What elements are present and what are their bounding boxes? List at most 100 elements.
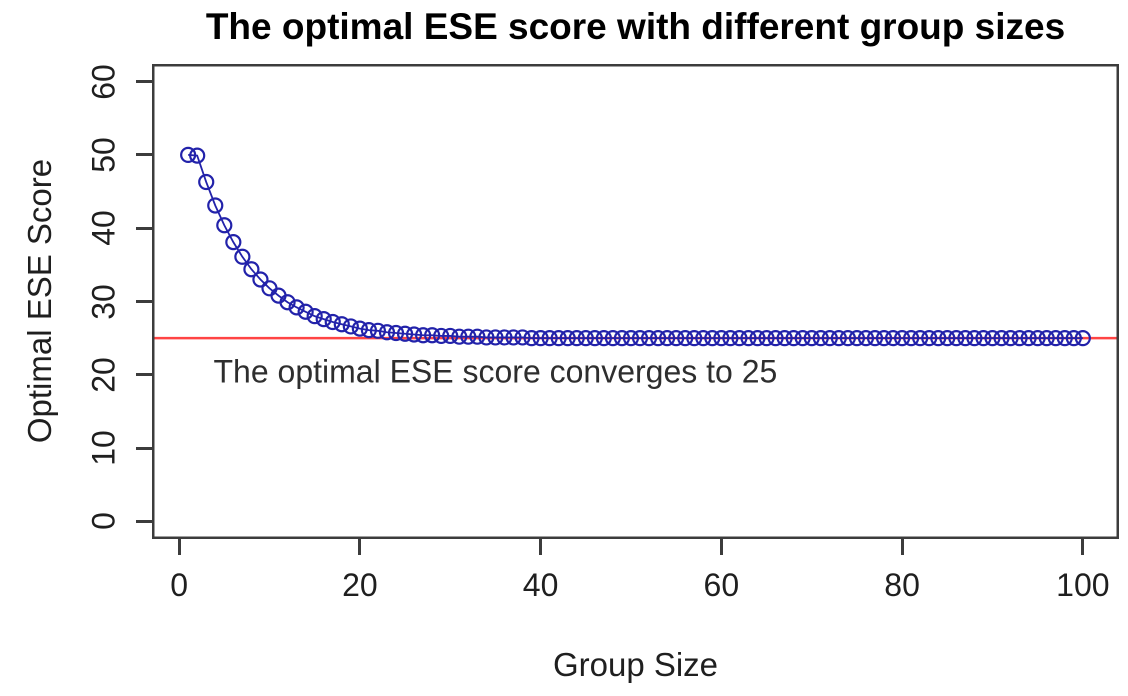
y-tick-label: 10	[85, 430, 122, 466]
data-point	[550, 330, 567, 347]
data-point	[342, 318, 359, 335]
data-point	[180, 146, 197, 163]
data-point	[351, 320, 368, 337]
data-point	[523, 330, 540, 347]
data-point	[686, 330, 703, 347]
data-point	[713, 330, 730, 347]
data-point	[577, 330, 594, 347]
data-point	[415, 327, 432, 344]
y-tick-label: 60	[85, 63, 122, 100]
convergence-annotation: The optimal ESE score converges to 25	[213, 353, 778, 390]
data-point	[776, 330, 793, 347]
data-point	[360, 321, 377, 339]
data-point	[722, 330, 739, 347]
x-axis-label: Group Size	[552, 646, 719, 683]
data-point	[505, 329, 522, 346]
data-point	[586, 330, 603, 347]
data-point	[812, 330, 829, 347]
data-point	[442, 327, 459, 345]
y-tick-mark	[136, 226, 152, 230]
data-point	[279, 294, 296, 311]
data-point	[424, 327, 441, 344]
y-tick-mark	[136, 519, 152, 523]
x-tick-mark	[900, 539, 904, 555]
data-point	[333, 316, 350, 333]
data-point	[966, 330, 983, 347]
data-point	[396, 325, 414, 342]
data-point	[1002, 330, 1019, 347]
data-point	[478, 329, 495, 346]
y-tick-label: 40	[85, 210, 122, 246]
data-point	[288, 299, 305, 316]
plot-box	[152, 64, 1119, 539]
data-point	[695, 330, 712, 347]
data-point	[405, 326, 423, 343]
data-point	[866, 330, 884, 347]
data-point	[677, 330, 694, 347]
data-point	[975, 330, 992, 347]
data-point	[532, 330, 549, 347]
y-tick-label: 0	[85, 512, 122, 531]
data-point	[948, 330, 965, 347]
data-point	[460, 328, 477, 345]
ese-curve-line	[188, 153, 1083, 340]
data-point	[830, 330, 847, 347]
data-point	[848, 330, 866, 347]
data-point	[216, 217, 233, 234]
data-point	[884, 330, 902, 347]
x-tick-label: 60	[703, 567, 740, 603]
data-point	[740, 330, 757, 347]
data-point	[640, 330, 658, 347]
x-tick-label: 100	[1056, 567, 1110, 603]
data-point	[704, 330, 721, 347]
data-point	[939, 330, 956, 347]
data-point	[649, 330, 667, 347]
data-point	[189, 147, 206, 164]
data-point	[568, 330, 585, 347]
chart-title: The optimal ESE score with different gro…	[205, 6, 1066, 47]
data-point	[306, 308, 323, 325]
data-point	[1029, 330, 1046, 347]
data-point	[433, 327, 450, 345]
data-point	[785, 330, 802, 347]
data-point	[559, 330, 576, 347]
data-point	[767, 330, 784, 347]
data-point	[957, 330, 974, 347]
data-point	[984, 330, 1001, 347]
x-tick-mark	[1081, 539, 1085, 555]
y-tick-mark	[136, 153, 152, 157]
data-point	[875, 330, 893, 347]
data-point	[803, 330, 820, 347]
data-point	[387, 324, 405, 342]
plot-area	[152, 64, 1119, 539]
data-point	[912, 330, 929, 347]
data-point	[1047, 330, 1064, 347]
data-point	[378, 324, 396, 341]
data-point	[631, 330, 649, 347]
data-point	[749, 330, 766, 347]
data-point	[993, 330, 1010, 347]
data-point	[1011, 330, 1028, 347]
data-point	[659, 330, 676, 347]
data-point	[839, 330, 856, 347]
y-tick-mark	[136, 446, 152, 450]
plot-svg	[152, 64, 1119, 539]
x-tick-mark	[177, 539, 181, 555]
data-point	[469, 328, 486, 345]
data-point	[1074, 330, 1091, 347]
data-point	[297, 303, 314, 320]
data-point	[369, 322, 387, 339]
y-tick-mark	[136, 373, 152, 377]
data-point	[604, 330, 622, 347]
y-axis-label: Optimal ESE Score	[21, 158, 58, 444]
data-point	[487, 329, 504, 346]
data-point	[198, 173, 215, 191]
x-tick-label: 40	[522, 567, 559, 603]
data-point	[857, 330, 875, 347]
data-point	[668, 330, 685, 347]
data-point	[451, 328, 468, 345]
y-tick-label: 20	[85, 357, 122, 393]
data-point	[541, 330, 558, 347]
y-tick-mark	[136, 80, 152, 84]
